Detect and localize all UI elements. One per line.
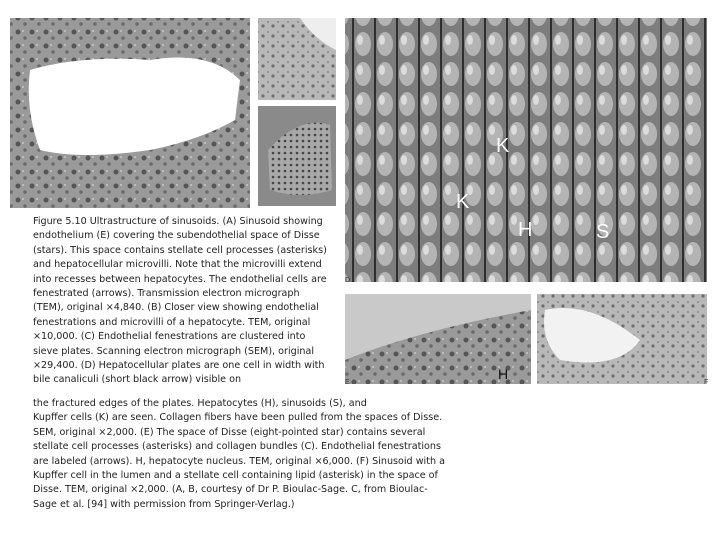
caption-line: (TEM), original ×4,840. (B) Closer view … [33, 302, 319, 314]
lumen [28, 57, 240, 155]
caption-backdrop [28, 210, 333, 380]
caption-left: Figure 5.10 Ultrastructure of sinusoids.… [33, 215, 327, 388]
caption-line: into recesses between hepatocytes. The e… [33, 273, 327, 285]
image-label: K [496, 135, 510, 157]
caption-bottom: the fractured edges of the plates. Hepat… [33, 397, 445, 512]
image-label: S [596, 221, 609, 243]
caption-line: are labeled (arrows). H, hepatocyte nucl… [33, 455, 445, 467]
image-label: H [498, 366, 508, 382]
caption-line: and hepatocellular microvilli. Note that… [33, 259, 322, 271]
caption-line: sieve plates. Scanning electron microgra… [33, 345, 315, 357]
caption-line: endothelium (E) covering the subendothel… [33, 230, 320, 242]
caption-line: stellate cell processes (asterisks) and … [33, 441, 442, 453]
caption-line: ×10,000. (C) Endothelial fenestrations a… [33, 331, 306, 343]
caption-line: (stars). This space contains stellate ce… [33, 244, 327, 256]
panel-label: E [40, 91, 48, 105]
caption-line: bile canaliculi (short black arrow) visi… [33, 374, 242, 386]
image-label: H [518, 219, 532, 241]
panel-letter: F [704, 379, 708, 386]
caption-line: Figure 5.10 Ultrastructure of sinusoids.… [33, 216, 323, 227]
caption-line: Sage et al. [94] with permission from Sp… [33, 498, 295, 510]
panel-b-light [300, 18, 336, 50]
panel-letter: E [345, 379, 350, 386]
caption-line: fenestrations and microvilli of a hepato… [33, 316, 311, 328]
caption-line: ×29,400. (D) Hepatocellular plates are o… [33, 359, 325, 371]
caption-line: the fractured edges of the plates. Hepat… [33, 398, 367, 409]
caption-line: Kupffer cell in the lumen and a stellate… [33, 469, 438, 481]
image-label: K [456, 191, 470, 213]
caption-line: SEM, original ×2,000. (E) The space of D… [33, 426, 426, 438]
caption-line: Kupffer cells (K) are seen. Collagen fib… [33, 412, 443, 424]
panel-f-lumen [544, 308, 640, 363]
panel-e-tissue [345, 310, 531, 384]
panel-letter: D [345, 277, 350, 284]
panel-d [345, 18, 707, 282]
caption-line: fenestrated (arrows). Transmission elect… [33, 287, 300, 299]
caption-line: Disse. TEM, original ×2,000. (A, B, cour… [33, 484, 428, 496]
sieve-plate [268, 122, 332, 195]
